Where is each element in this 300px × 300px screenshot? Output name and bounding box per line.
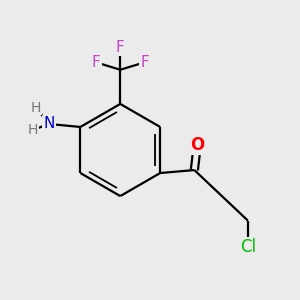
Text: Cl: Cl (240, 238, 256, 256)
Text: F: F (116, 40, 125, 55)
Text: N: N (44, 116, 55, 131)
Text: H: H (31, 100, 41, 115)
Text: H: H (28, 123, 38, 137)
Text: F: F (92, 55, 100, 70)
Text: F: F (140, 55, 149, 70)
Text: O: O (190, 136, 205, 154)
